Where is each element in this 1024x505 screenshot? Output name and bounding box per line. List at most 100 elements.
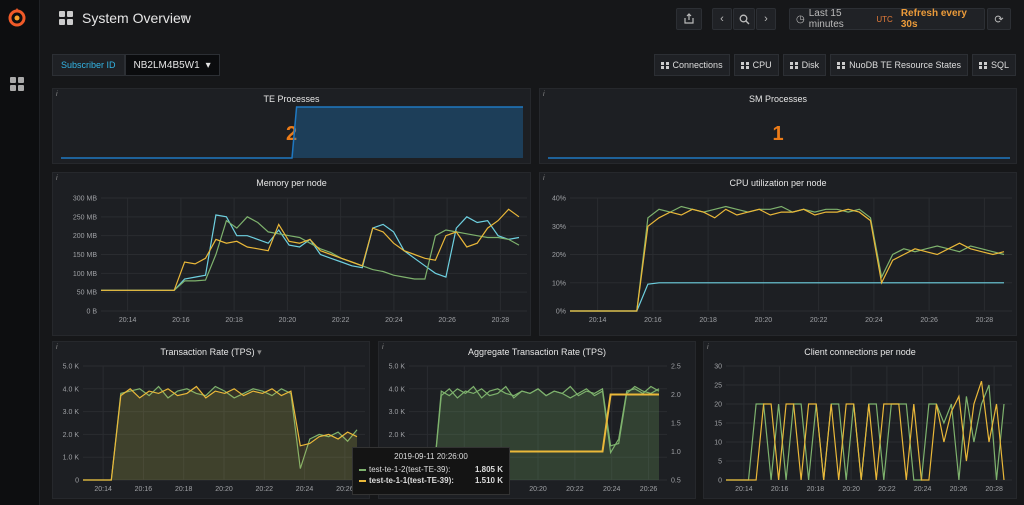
sparkline [61, 106, 523, 159]
x-tick-label: 20:18 [807, 486, 825, 493]
grafana-logo-icon[interactable] [6, 6, 28, 28]
subscriber-id-select[interactable]: NB2LM4B5W1 ▾ [124, 54, 220, 76]
link-disk[interactable]: Disk [782, 54, 827, 76]
panel-title[interactable]: CPU utilization per node [729, 178, 827, 188]
info-icon[interactable]: i [56, 344, 58, 351]
client-connections-panel[interactable]: i Client connections per node 0 5 10 15 20 25… [703, 341, 1017, 499]
y-tick-label: 200 MB [73, 233, 97, 240]
link-label: Disk [801, 60, 820, 70]
y-right-tick-label: 0.5 [671, 478, 681, 485]
subscriber-id-value: NB2LM4B5W1 [133, 59, 200, 71]
memory-panel[interactable]: i Memory per node 0 B 50 MB 100 MB 150 MB 20… [52, 172, 531, 336]
refresh-button[interactable]: ⟳ [987, 8, 1011, 30]
stat-value: 2 [285, 123, 298, 145]
info-icon[interactable]: i [382, 344, 384, 351]
x-tick-label: 20:14 [589, 317, 607, 324]
series-line [101, 214, 520, 291]
link-te-resource-states[interactable]: NuoDB TE Resource States [830, 54, 968, 76]
series-line [570, 205, 1005, 312]
tps-graph: 0 1.0 K 2.0 K 3.0 K 4.0 K 5.0 K 20:14 20:16 20:1… [63, 364, 365, 493]
link-label: SQL [990, 60, 1009, 70]
link-sql[interactable]: SQL [971, 54, 1016, 76]
panel-title[interactable]: SM Processes [748, 94, 808, 104]
x-tick-label: 20:20 [755, 317, 773, 324]
series-line [409, 385, 660, 481]
time-back-button[interactable]: ‹ [712, 8, 732, 30]
link-cpu[interactable]: CPU [733, 54, 779, 76]
x-tick-label: 20:14 [119, 317, 137, 324]
panel-title[interactable]: Client connections per node [804, 347, 916, 357]
dashboards-icon[interactable] [9, 76, 25, 92]
link-label: CPU [752, 60, 772, 70]
sm-processes-panel[interactable]: i SM Processes 1 [539, 88, 1017, 164]
y-right-tick-label: 1.5 [671, 421, 681, 428]
chevron-right-icon: › [764, 13, 768, 25]
y-tick-label: 5.0 K [389, 364, 406, 371]
tps-panel[interactable]: i Transaction Rate (TPS) ▾ 0 1.0 K 2.0 K 3.… [52, 341, 370, 499]
x-tick-label: 20:28 [976, 317, 994, 324]
y-tick-label: 25 [714, 383, 722, 390]
tooltip-time: 2019-09-11 20:26:00 [394, 452, 468, 461]
y-tick-label: 300 MB [73, 196, 97, 203]
series-area [83, 386, 357, 480]
x-tick-label: 20:24 [914, 486, 932, 493]
x-tick-label: 20:18 [699, 317, 717, 324]
cpu-panel[interactable]: i CPU utilization per node 0% 10% 20% 30% 40… [539, 172, 1017, 336]
series-line [570, 208, 1005, 312]
y-tick-label: 0 B [86, 309, 97, 316]
info-icon[interactable]: i [56, 175, 58, 182]
panel-title[interactable]: Aggregate Transaction Rate (TPS) [467, 347, 607, 357]
time-picker-button[interactable]: ◷ Last 15 minutes UTC Refresh every 30s [789, 8, 985, 30]
x-tick-label: 20:22 [810, 317, 828, 324]
tooltip-series-value: 1.510 K [474, 476, 503, 485]
y-tick-label: 0 [75, 478, 79, 485]
y-tick-label: 2.0 K [389, 432, 406, 439]
time-forward-button[interactable]: › [756, 8, 776, 30]
sparkline [548, 157, 1010, 159]
x-tick-label: 20:22 [256, 486, 274, 493]
dashboard-links: Connections CPU Disk NuoDB TE Resource S… [653, 54, 1016, 76]
x-tick-label: 20:26 [950, 486, 968, 493]
panel-menu-caret-icon: ▾ [257, 347, 262, 357]
panel-title[interactable]: TE Processes [263, 94, 320, 104]
timezone-label: UTC [876, 14, 893, 24]
graph-tooltip: 2019-09-11 20:26:00 test-te-1-2(test-TE-… [352, 447, 510, 495]
link-connections[interactable]: Connections [653, 54, 730, 76]
panel-title[interactable]: Transaction Rate (TPS) ▾ [53, 347, 369, 358]
info-icon[interactable]: i [543, 91, 545, 98]
y-tick-label: 30% [552, 224, 566, 231]
y-tick-label: 40% [552, 196, 566, 203]
refresh-icon: ⟳ [994, 13, 1004, 26]
series-line [726, 381, 1005, 481]
info-icon[interactable]: i [56, 91, 58, 98]
y-tick-label: 2.0 K [63, 432, 80, 439]
x-tick-label: 20:20 [529, 486, 547, 493]
y-tick-label: 20 [714, 402, 722, 409]
x-tick-label: 20:20 [215, 486, 233, 493]
y-tick-label: 0 [718, 478, 722, 485]
legend-swatch [359, 479, 366, 482]
y-tick-label: 250 MB [73, 214, 97, 221]
dashboard-title[interactable]: System Overview [82, 10, 191, 26]
chevron-down-icon[interactable]: ▾ [182, 12, 187, 22]
info-icon[interactable]: i [543, 175, 545, 182]
info-icon[interactable]: i [707, 344, 709, 351]
refresh-interval-label: Refresh every 30s [900, 8, 967, 30]
sparkline-line [61, 106, 523, 159]
x-tick-label: 20:28 [985, 486, 1003, 493]
legend-swatch [359, 468, 366, 471]
series-line [570, 282, 1004, 312]
caret-down-icon: ▾ [205, 59, 211, 71]
y-tick-label: 10% [552, 280, 566, 287]
dashboard-link-icon [740, 61, 749, 69]
x-tick-label: 20:16 [771, 486, 789, 493]
zoom-out-button[interactable] [733, 8, 755, 30]
share-button[interactable] [676, 8, 702, 30]
dashboard-grid-icon [59, 11, 73, 25]
x-tick-label: 20:20 [842, 486, 860, 493]
x-tick-label: 20:18 [175, 486, 193, 493]
tooltip-series-name: test-te-1-2(test-TE-39): [369, 465, 451, 474]
te-processes-panel[interactable]: i TE Processes 2 [52, 88, 531, 164]
dashboard-link-icon [789, 61, 798, 69]
panel-title[interactable]: Memory per node [256, 178, 327, 188]
